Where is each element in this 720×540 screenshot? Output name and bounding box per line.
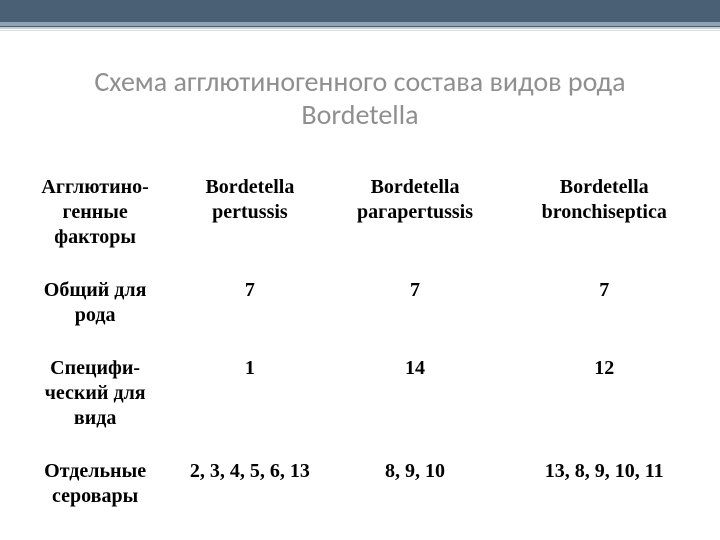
accent-line: [0, 27, 720, 29]
cell-value: 8, 9, 10: [326, 449, 505, 527]
cell-value: 7: [326, 268, 505, 346]
cell-value: 2, 3, 4, 5, 6, 13: [174, 449, 325, 527]
header-accent: [0, 22, 720, 34]
cell-value: 13, 8, 9, 10, 11: [504, 449, 704, 527]
row-label: Отдельные серовары: [16, 449, 174, 527]
column-header: Bordetella рагарегtussis: [326, 165, 505, 268]
cell-value: 14: [326, 346, 505, 449]
column-header: Bordetella bronchiseptica: [504, 165, 704, 268]
cell-value: 12: [504, 346, 704, 449]
slide-title: Схема агглютиногенного состава видов род…: [0, 47, 720, 146]
slide: Схема агглютиногенного состава видов род…: [0, 0, 720, 540]
row-label: Общий для рода: [16, 268, 174, 346]
table-header-row: Агглютино-генные факторы Bordetella pert…: [16, 165, 704, 268]
accent-line: [0, 22, 720, 26]
row-label: Специфи-ческий для вида: [16, 346, 174, 449]
table-row: Отдельные серовары 2, 3, 4, 5, 6, 13 8, …: [16, 449, 704, 527]
accent-line: [0, 30, 720, 31]
cell-value: 7: [174, 268, 325, 346]
header-bar: [0, 0, 720, 28]
table-row: Специфи-ческий для вида 1 14 12: [16, 346, 704, 449]
table-row: Общий для рода 7 7 7: [16, 268, 704, 346]
column-header: Bordetella pertussis: [174, 165, 325, 268]
column-header: Агглютино-генные факторы: [16, 165, 174, 268]
data-table: Агглютино-генные факторы Bordetella pert…: [16, 165, 704, 527]
cell-value: 7: [504, 268, 704, 346]
cell-value: 1: [174, 346, 325, 449]
